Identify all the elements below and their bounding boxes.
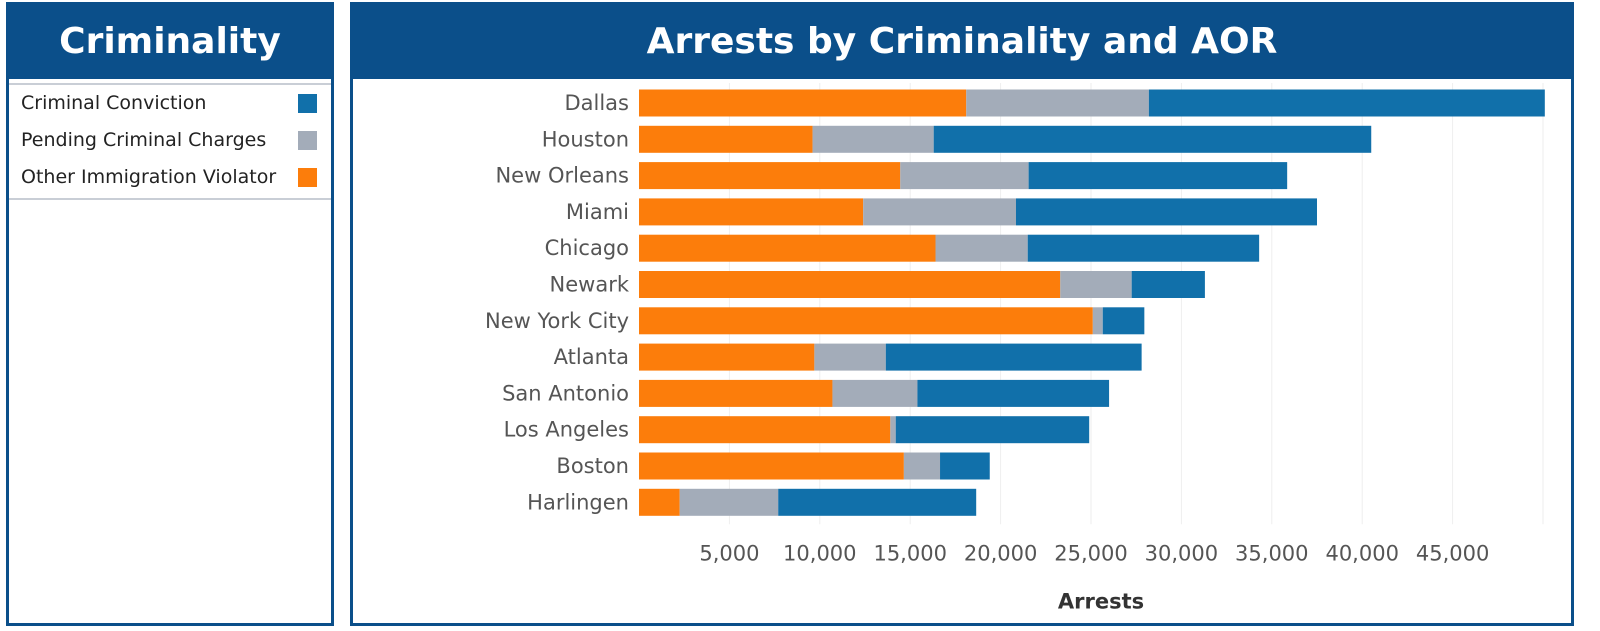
x-tick-label: 40,000 [1325, 541, 1398, 565]
bar-segment[interactable] [679, 488, 779, 516]
bar-segment[interactable] [1102, 307, 1145, 335]
bar-segment[interactable] [1015, 198, 1317, 226]
bar-segment[interactable] [639, 234, 936, 262]
x-tick-label: 15,000 [873, 541, 946, 565]
bar-segment[interactable] [639, 89, 967, 117]
bar-segment[interactable] [639, 271, 1061, 298]
category-label: San Antonio [502, 381, 629, 405]
legend-panel: Criminality Criminal Conviction Pending … [6, 2, 334, 626]
legend-item-criminal-conviction[interactable]: Criminal Conviction [9, 85, 331, 122]
bar-segment[interactable] [903, 452, 941, 480]
bar-segment[interactable] [935, 234, 1028, 262]
bar-segment[interactable] [814, 343, 886, 371]
bar-segment[interactable] [895, 416, 1090, 444]
bar-segment[interactable] [778, 488, 977, 516]
bar-segment[interactable] [1028, 162, 1288, 190]
bar-segment[interactable] [933, 125, 1372, 153]
bar-segment[interactable] [1131, 271, 1205, 298]
bar-segment[interactable] [812, 125, 934, 153]
category-label: Newark [550, 273, 630, 297]
legend-divider [9, 198, 331, 200]
x-tick-label: 20,000 [964, 541, 1037, 565]
category-label: Boston [556, 454, 629, 478]
bars [639, 89, 1545, 516]
bar-segment[interactable] [890, 416, 896, 444]
bar-segment[interactable] [900, 162, 1029, 190]
bar-segment[interactable] [639, 343, 815, 371]
legend-swatch [298, 168, 317, 187]
bar-segment[interactable] [639, 198, 864, 226]
category-label: Los Angeles [504, 418, 629, 442]
category-label: New York City [485, 309, 629, 333]
bar-segment[interactable] [639, 307, 1093, 335]
legend-swatch [298, 131, 317, 150]
bar-segment[interactable] [863, 198, 1016, 226]
bar-segment[interactable] [966, 89, 1149, 117]
legend-item-pending-criminal-charges[interactable]: Pending Criminal Charges [9, 122, 331, 159]
x-tick-label: 10,000 [783, 541, 856, 565]
category-label: Atlanta [554, 345, 629, 369]
bar-segment[interactable] [639, 125, 813, 153]
bar-segment[interactable] [940, 452, 990, 480]
bar-segment[interactable] [832, 379, 918, 407]
bar-segment[interactable] [1148, 89, 1545, 117]
category-labels: Dallas Houston New Orleans Miami Chicago Newa… [485, 91, 630, 514]
gridlines [728, 83, 1544, 525]
legend-item-other-immigration-violator[interactable]: Other Immigration Violator [9, 159, 331, 196]
category-label: Dallas [564, 91, 629, 115]
legend-label: Other Immigration Violator [21, 166, 277, 188]
category-label: Harlingen [527, 490, 629, 514]
bar-segment[interactable] [1027, 234, 1260, 262]
chart-panel: Arrests by Criminality and AOR Dallas Hou… [350, 2, 1574, 626]
x-tick-label: 25,000 [1054, 541, 1127, 565]
category-label: Houston [542, 127, 629, 151]
chart-title: Arrests by Criminality and AOR [353, 5, 1571, 79]
bar-segment[interactable] [639, 162, 901, 190]
legend-title: Criminality [9, 5, 331, 79]
x-tick-label: 35,000 [1235, 541, 1308, 565]
legend-swatch [298, 94, 317, 113]
legend-label: Criminal Conviction [21, 92, 207, 114]
bar-segment[interactable] [639, 379, 833, 407]
category-label: Chicago [545, 236, 629, 260]
x-tick-label: 5,000 [699, 541, 759, 565]
bar-segment[interactable] [885, 343, 1142, 371]
legend-list: Criminal Conviction Pending Criminal Cha… [9, 83, 331, 196]
category-label: New Orleans [495, 164, 629, 188]
x-axis-title: Arrests [1058, 589, 1144, 613]
bar-segment[interactable] [639, 488, 680, 516]
bar-segment[interactable] [639, 416, 891, 444]
bar-segment[interactable] [1092, 307, 1103, 335]
category-label: Miami [566, 200, 629, 224]
bar-segment[interactable] [917, 379, 1110, 407]
x-tick-label: 45,000 [1416, 541, 1489, 565]
bar-segment[interactable] [639, 452, 904, 480]
x-tick-label: 30,000 [1145, 541, 1218, 565]
x-tick-labels: 5,000 10,000 15,000 20,000 25,000 30,000 35,00… [699, 541, 1489, 565]
bar-chart: Dallas Houston New Orleans Miami Chicago Newa… [485, 83, 1545, 613]
bar-segment[interactable] [1060, 271, 1132, 298]
legend-label: Pending Criminal Charges [21, 129, 267, 151]
